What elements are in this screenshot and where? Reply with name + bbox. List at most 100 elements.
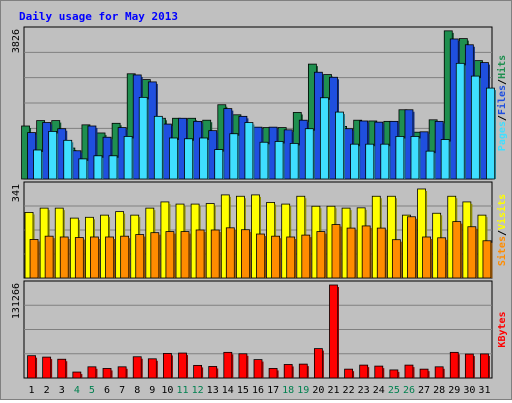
- x-tick-label: 14: [222, 385, 234, 396]
- bar-pages: [63, 139, 73, 180]
- x-tick-label: 28: [433, 385, 445, 396]
- legend-kbytes: KBytes: [497, 311, 508, 347]
- bar-pages: [153, 115, 163, 180]
- bar-pages: [199, 137, 209, 180]
- bar-pages: [214, 149, 224, 180]
- bar-kbytes: [344, 368, 353, 379]
- bar-kbytes: [374, 365, 384, 379]
- y-max-label: 341: [11, 184, 22, 202]
- bar-sites: [225, 227, 235, 279]
- x-tick-label: 16: [252, 385, 264, 396]
- legend-kbytes: KBytes: [497, 311, 508, 347]
- bar-sites: [286, 236, 296, 279]
- bar-pages: [380, 143, 390, 180]
- bar-pages: [470, 75, 480, 180]
- bar-kbytes: [57, 358, 67, 379]
- bar-kbytes: [87, 366, 97, 379]
- bar-pages: [455, 62, 465, 180]
- bar-kbytes: [449, 351, 459, 379]
- bar-sites: [361, 225, 371, 279]
- bar-kbytes: [313, 348, 323, 379]
- bar-pages: [395, 136, 405, 180]
- bar-kbytes: [404, 364, 414, 379]
- bar-pages: [48, 131, 58, 180]
- bar-kbytes: [283, 364, 293, 379]
- bar-sites: [452, 221, 462, 279]
- bar-kbytes: [147, 358, 157, 379]
- bar-pages: [229, 133, 239, 180]
- bar-sites: [346, 227, 356, 279]
- x-tick-label: 4: [74, 385, 80, 396]
- bar-sites: [376, 227, 386, 279]
- bar-visits: [417, 188, 426, 279]
- x-tick-label: 2: [44, 385, 50, 396]
- x-tick-label: 18: [282, 385, 294, 396]
- bar-kbytes: [480, 353, 489, 379]
- x-tick-label: 12: [192, 385, 204, 396]
- bar-kbytes: [208, 366, 218, 379]
- x-tick-label: 30: [463, 385, 475, 396]
- bar-pages: [350, 143, 359, 180]
- bar-kbytes: [389, 369, 399, 379]
- bar-kbytes: [193, 364, 203, 379]
- bar-sites: [165, 231, 175, 279]
- x-tick-label: 10: [161, 385, 173, 396]
- bar-sites: [316, 231, 326, 279]
- x-tick-label: 8: [134, 385, 140, 396]
- bar-sites: [422, 236, 431, 279]
- legend-separator: /: [497, 230, 508, 236]
- bar-pages: [440, 139, 450, 180]
- bar-sites: [437, 237, 447, 279]
- x-tick-label: 13: [207, 385, 219, 396]
- bar-pages: [425, 150, 435, 180]
- bar-kbytes: [27, 355, 36, 379]
- bar-files: [87, 125, 97, 180]
- bar-pages: [259, 141, 269, 180]
- bar-sites: [29, 239, 39, 279]
- legend-hits_files_pages: Pages/Files/Hits: [496, 55, 508, 151]
- bar-sites: [105, 236, 114, 279]
- bar-pages: [410, 136, 420, 180]
- bar-pages: [289, 143, 299, 180]
- chart-title: Daily usage for May 2013: [19, 10, 178, 23]
- bar-pages: [335, 111, 344, 180]
- bar-kbytes: [464, 353, 474, 379]
- bar-sites: [120, 235, 130, 279]
- bar-kbytes: [102, 368, 112, 379]
- x-tick-label: 5: [89, 385, 95, 396]
- x-tick-label: 31: [478, 385, 490, 396]
- bar-pages: [169, 137, 178, 180]
- bar-pages: [108, 155, 118, 180]
- x-tick-label: 24: [373, 385, 385, 396]
- bar-sites: [180, 231, 190, 279]
- bar-pages: [274, 141, 284, 180]
- x-tick-label: 3: [59, 385, 65, 396]
- bar-sites: [74, 237, 84, 279]
- bar-sites: [301, 234, 311, 279]
- x-tick-label: 1: [29, 385, 35, 396]
- bar-sites: [135, 234, 145, 279]
- x-tick-label: 22: [343, 385, 355, 396]
- bar-sites: [90, 236, 99, 279]
- legend-files: Files: [496, 85, 508, 115]
- bar-sites: [44, 235, 54, 279]
- bar-kbytes: [163, 353, 172, 379]
- bar-sites: [195, 229, 205, 279]
- bar-pages: [138, 96, 148, 180]
- bar-pages: [304, 128, 314, 180]
- bar-pages: [33, 149, 42, 180]
- bar-kbytes: [132, 356, 142, 379]
- bar-kbytes: [178, 352, 187, 379]
- x-tick-label: 25: [388, 385, 400, 396]
- bar-kbytes: [253, 359, 263, 379]
- bar-sites: [150, 232, 160, 279]
- legend-separator: /: [497, 115, 508, 121]
- x-tick-label: 6: [104, 385, 110, 396]
- x-tick-label: 20: [312, 385, 324, 396]
- x-tick-label: 21: [327, 385, 339, 396]
- bar-kbytes: [72, 371, 82, 379]
- bar-sites: [271, 235, 280, 279]
- bar-pages: [184, 138, 193, 180]
